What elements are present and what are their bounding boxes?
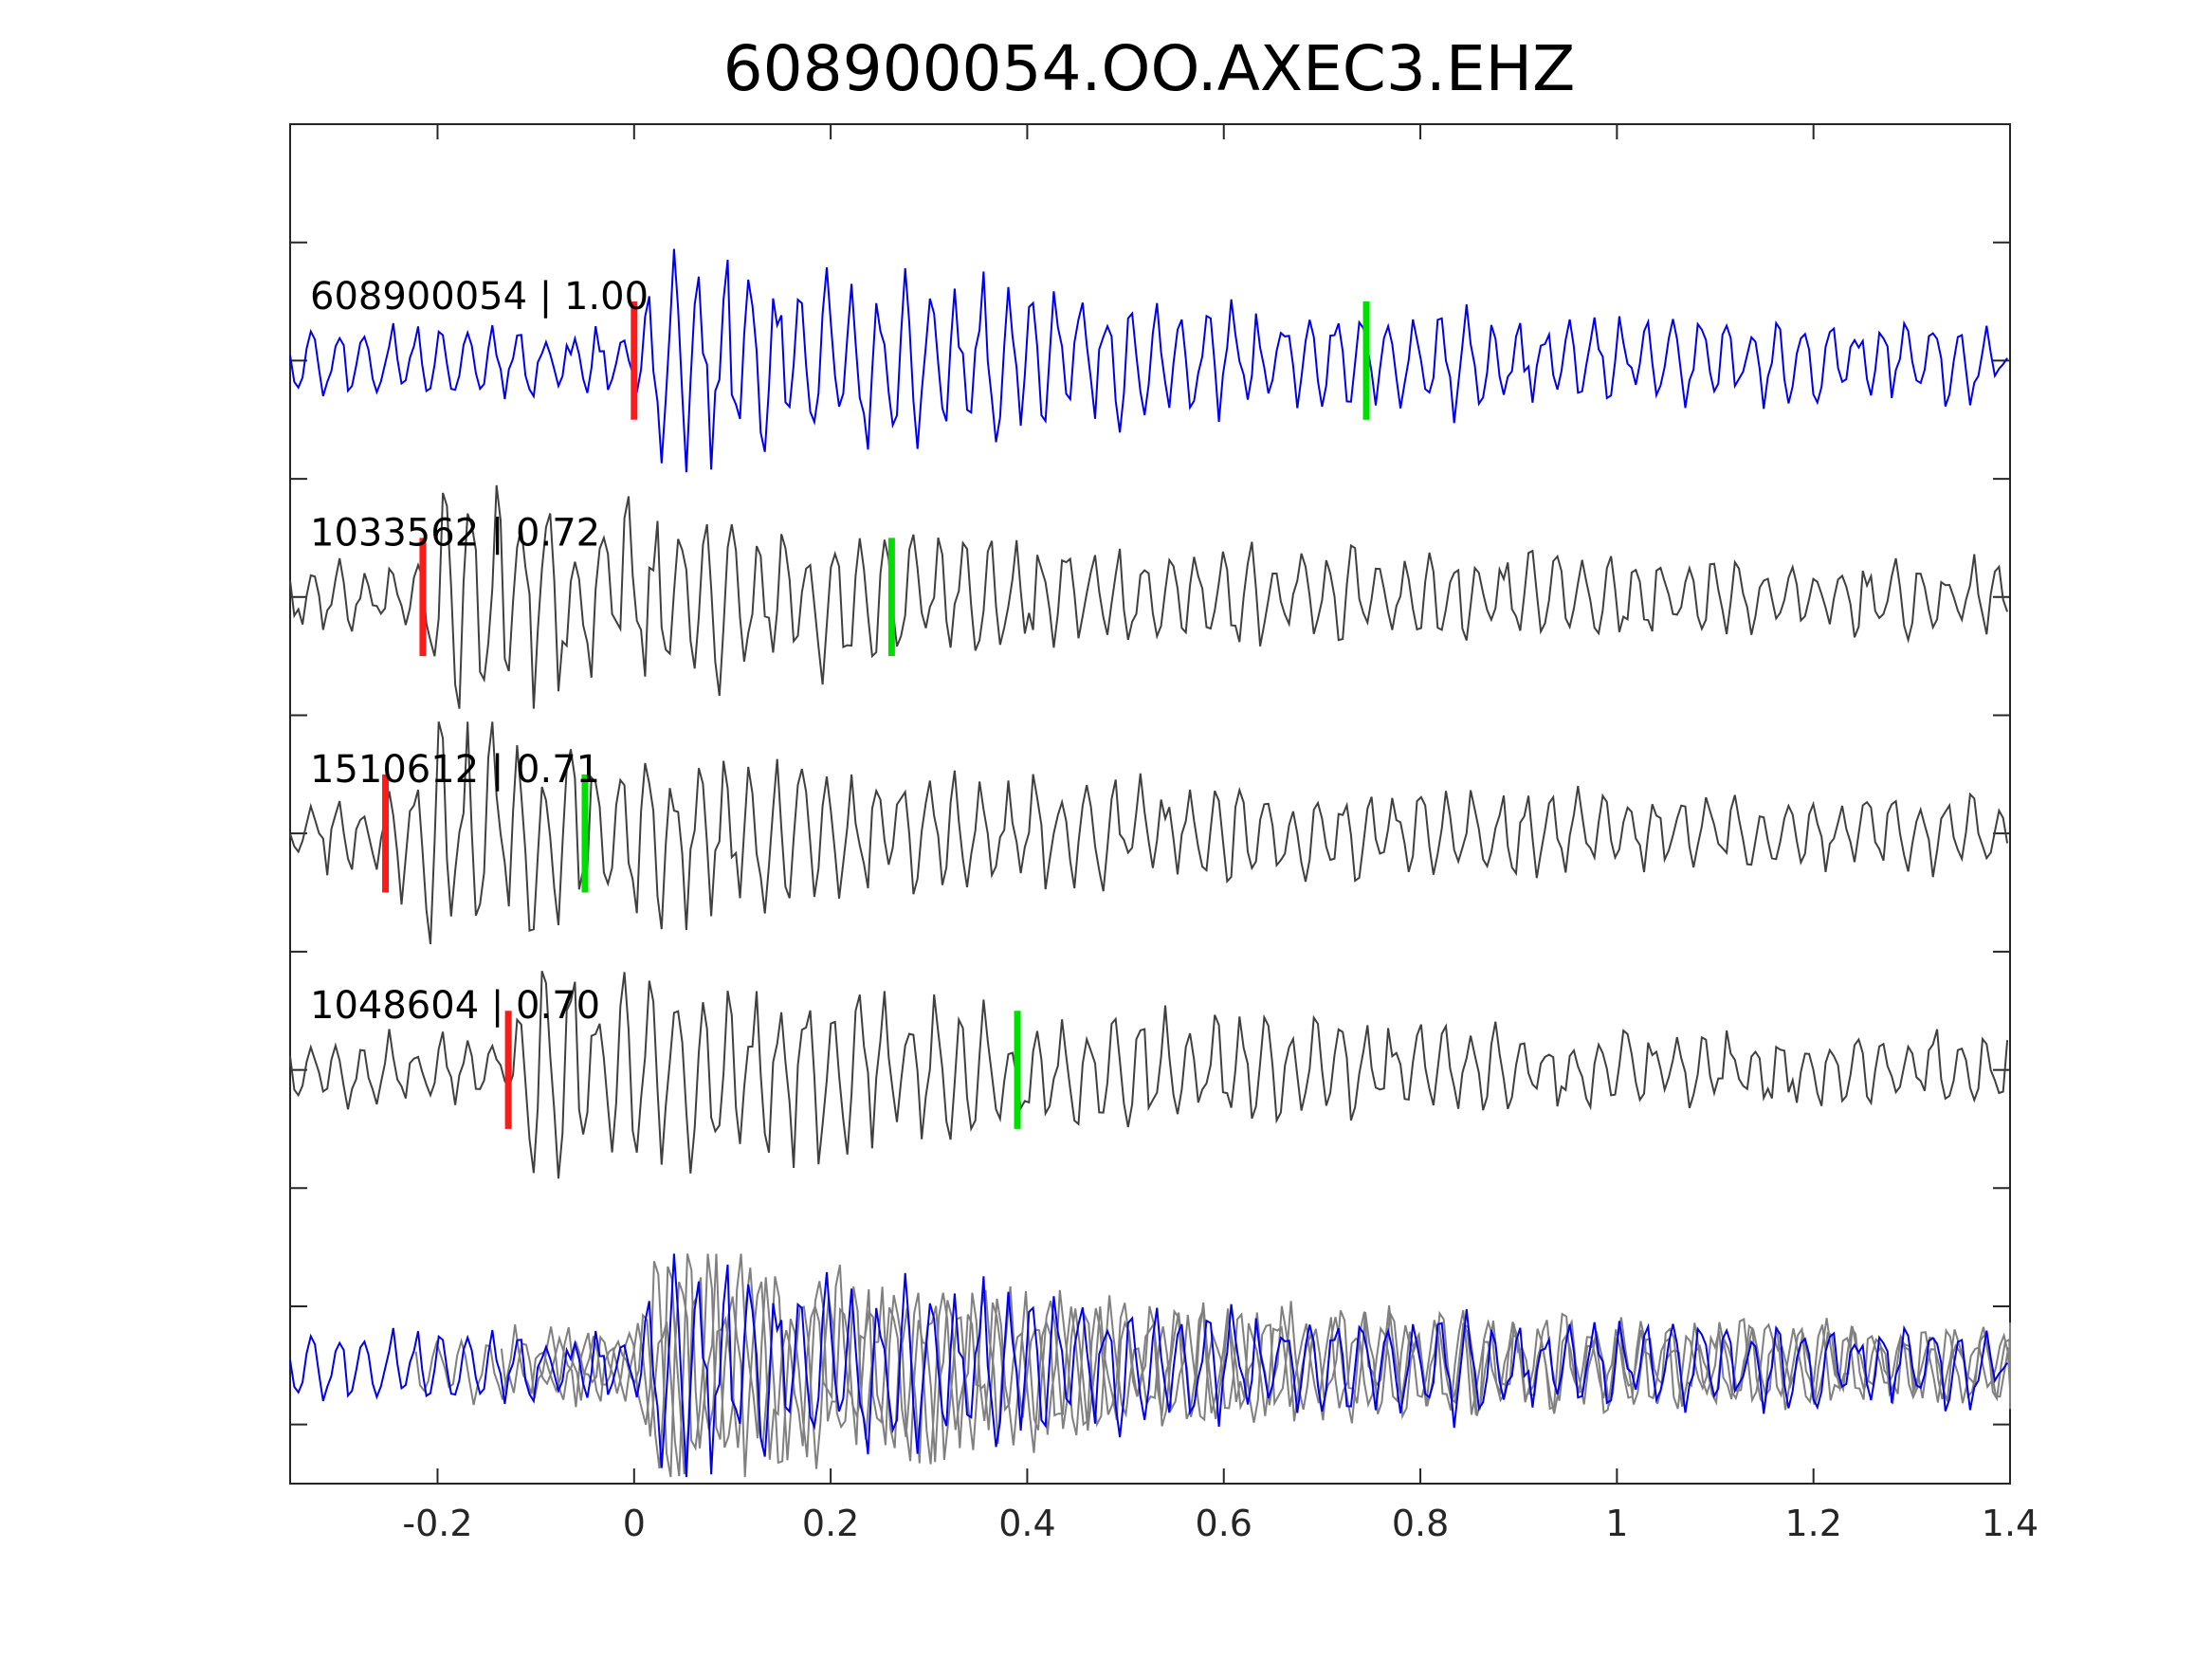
chart-title: 608900054.OO.AXEC3.EHZ xyxy=(723,32,1576,105)
overlay-reference-trace xyxy=(289,1253,2008,1478)
x-tick-label: 1.4 xyxy=(1982,1503,2038,1544)
x-tick-label: 1.2 xyxy=(1784,1503,1841,1544)
match-trace xyxy=(289,970,2009,1179)
x-axis: -0.2 0 0.2 0.4 0.6 0.8 1 1.2 1.4 xyxy=(402,124,2038,1544)
reference-trace xyxy=(289,248,2008,473)
y-axis xyxy=(290,241,2010,1426)
x-tick-label: 1 xyxy=(1605,1503,1628,1544)
x-tick-label: 0.8 xyxy=(1392,1503,1449,1544)
x-tick-label: -0.2 xyxy=(402,1503,472,1544)
trace-label: 1048604 | 0.70 xyxy=(310,984,600,1028)
plot-frame xyxy=(289,123,2011,1485)
trace-label: 608900054 | 1.00 xyxy=(310,275,649,319)
x-tick-label: 0.2 xyxy=(802,1503,859,1544)
trace-group xyxy=(289,248,2009,1179)
trace-label: 1510612 | 0.71 xyxy=(310,748,600,792)
trace-label: 1033562 | 0.72 xyxy=(310,511,600,555)
x-tick-label: 0.6 xyxy=(1196,1503,1252,1544)
x-tick-label: 0 xyxy=(623,1503,646,1544)
x-tick-label: 0.4 xyxy=(998,1503,1055,1544)
match-trace xyxy=(289,721,2009,945)
overlay-group xyxy=(289,1253,2011,1478)
trace-labels: 608900054 | 1.00 1033562 | 0.72 1510612 | … xyxy=(310,275,649,1028)
match-trace xyxy=(289,484,2009,709)
